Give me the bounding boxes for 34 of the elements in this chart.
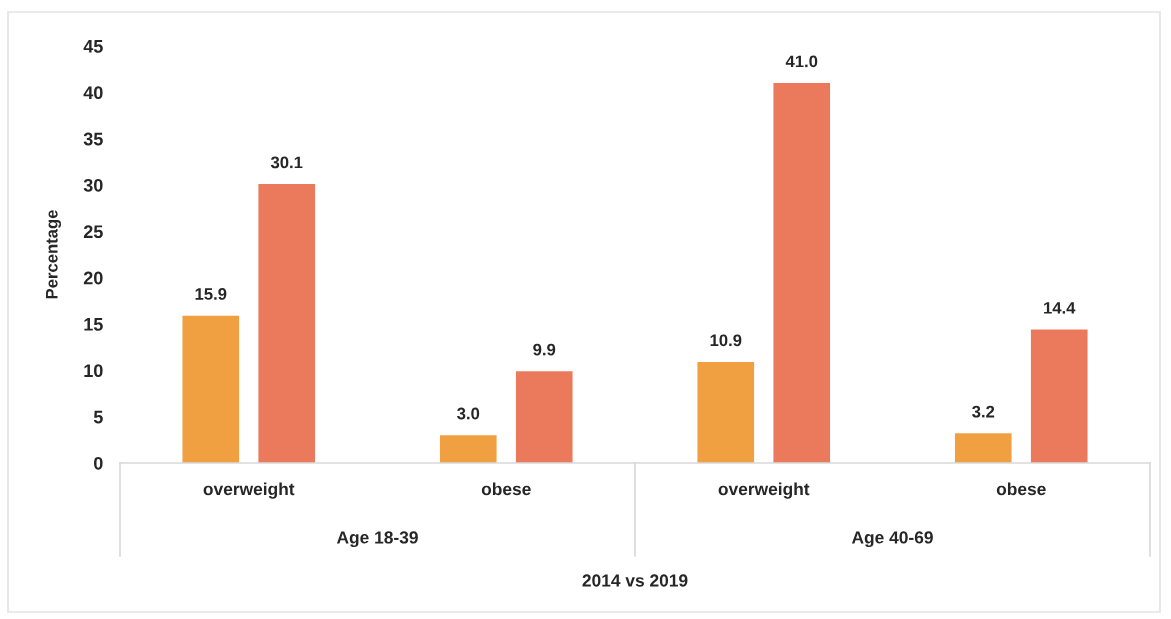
x-tick-label: overweight <box>718 482 810 499</box>
bar <box>954 433 1012 463</box>
y-tick-label: 30 <box>83 178 103 192</box>
bar <box>1030 329 1088 463</box>
data-label: 3.0 <box>457 407 480 420</box>
data-label: 3.2 <box>972 405 995 418</box>
y-tick-label: 0 <box>94 456 103 470</box>
y-tick-label: 15 <box>84 318 103 331</box>
y-tick-label: 10 <box>84 364 103 378</box>
data-label: 9.9 <box>533 343 556 356</box>
bar <box>773 83 831 463</box>
x-tick-label: obese <box>996 482 1046 496</box>
bar <box>439 435 497 463</box>
x-tick-label: overweight <box>203 482 295 499</box>
text: Age 40-69 <box>851 531 933 548</box>
text: Age 18-39 <box>336 531 418 548</box>
data-label: 30.1 <box>270 156 303 169</box>
x-tick-label: obese <box>481 482 531 496</box>
y-tick-label: 35 <box>83 132 103 146</box>
bar <box>182 315 240 463</box>
data-label: 14.4 <box>1044 302 1076 314</box>
y-tick-label: 5 <box>93 410 103 424</box>
y-axis-title: Percentage <box>46 210 62 299</box>
bar <box>515 371 573 463</box>
y-tick-label: 45 <box>83 40 103 53</box>
y-tick-label: 20 <box>83 271 103 285</box>
data-label: 10.9 <box>710 334 742 347</box>
y-tick-label: 40 <box>83 86 103 100</box>
bar <box>697 361 755 463</box>
y-tick-label: 25 <box>83 225 103 239</box>
bar <box>258 184 316 463</box>
data-label: 15.9 <box>195 288 227 300</box>
data-label: 41.0 <box>785 55 818 68</box>
x-axis-title: 2014 vs 2019 <box>582 574 688 587</box>
